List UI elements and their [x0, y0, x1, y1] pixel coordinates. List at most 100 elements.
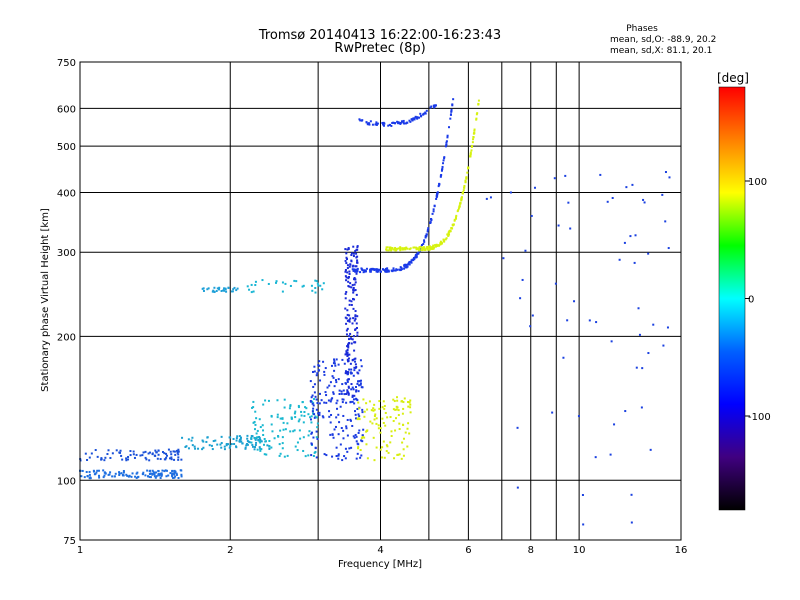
echo-point: [371, 422, 374, 425]
echo-point: [390, 249, 393, 252]
echo-point: [337, 457, 340, 460]
echo-point: [165, 454, 168, 457]
echo-point: [404, 247, 407, 250]
echo-point: [315, 374, 318, 377]
echo-point: [317, 364, 320, 367]
echo-point: [347, 378, 350, 381]
echo-point: [446, 233, 449, 236]
echo-point: [88, 470, 91, 473]
echo-point: [171, 472, 174, 475]
colorbar-tick-label: 0: [748, 295, 754, 306]
echo-point: [353, 402, 356, 405]
echo-point: [348, 303, 351, 306]
echo-point: [216, 443, 219, 446]
echo-point: [435, 195, 438, 198]
echo-point: [385, 268, 388, 271]
echo-point: [351, 268, 354, 271]
echo-point: [337, 454, 340, 457]
echo-point: [346, 327, 349, 330]
echo-point: [344, 275, 347, 278]
echo-point: [439, 243, 442, 246]
echo-point: [358, 369, 361, 372]
echo-point: [148, 470, 151, 473]
echo-point: [393, 248, 396, 251]
echo-point: [346, 264, 349, 267]
echo-point: [344, 353, 347, 356]
echo-point: [180, 475, 183, 478]
echo-point: [179, 469, 182, 472]
echo-point: [152, 470, 155, 473]
echo-point: [355, 272, 358, 275]
echo-point: [641, 367, 644, 370]
echo-point: [355, 322, 358, 325]
echo-point: [405, 265, 408, 268]
echo-point: [368, 123, 371, 126]
echo-point: [279, 429, 282, 432]
echo-point: [358, 380, 361, 383]
echo-point: [316, 372, 319, 375]
echo-point: [281, 417, 284, 420]
echo-point: [141, 473, 144, 476]
echo-point: [341, 459, 344, 462]
echo-point: [344, 457, 347, 460]
echo-point: [372, 409, 375, 412]
echo-point: [223, 289, 226, 292]
y-tick-label: 750: [57, 58, 76, 69]
echo-point: [250, 441, 253, 444]
echo-point: [355, 390, 358, 393]
echo-point: [297, 420, 300, 423]
echo-point: [433, 105, 436, 108]
echo-point: [378, 407, 381, 410]
echo-point: [372, 407, 375, 410]
echo-point: [351, 338, 354, 341]
echo-point: [304, 406, 307, 409]
echo-point: [173, 473, 176, 476]
echo-point: [147, 475, 150, 478]
echo-point: [346, 258, 349, 261]
echo-point: [353, 277, 356, 280]
echo-point: [393, 121, 396, 124]
echo-point: [348, 368, 351, 371]
echo-point: [135, 472, 138, 475]
echo-point: [439, 175, 442, 178]
echo-point: [577, 415, 580, 418]
echo-point: [348, 335, 351, 338]
echo-point: [358, 415, 361, 418]
echo-point: [647, 252, 650, 255]
echo-point: [412, 117, 415, 120]
echo-point: [354, 289, 357, 292]
echo-point: [389, 247, 392, 250]
echo-point: [159, 476, 162, 479]
echo-point: [293, 429, 296, 432]
echo-point: [458, 205, 461, 208]
echo-point: [434, 245, 437, 248]
echo-point: [424, 236, 427, 239]
echo-point: [322, 282, 325, 285]
echo-point: [371, 123, 374, 126]
echo-point: [262, 403, 265, 406]
echo-point: [415, 248, 418, 251]
echo-point: [210, 444, 213, 447]
echo-point: [191, 444, 194, 447]
echo-point: [236, 435, 239, 438]
echo-point: [180, 473, 183, 476]
echo-point: [406, 427, 409, 430]
echo-point: [337, 453, 340, 456]
echo-point: [325, 401, 328, 404]
echo-point: [286, 422, 289, 425]
echo-point: [227, 443, 230, 446]
echo-point: [311, 400, 314, 403]
echo-point: [347, 386, 350, 389]
echo-point: [250, 291, 253, 294]
echo-point: [356, 382, 359, 385]
echo-point: [421, 246, 424, 249]
echo-point: [452, 98, 455, 101]
echo-point: [365, 429, 368, 432]
echo-point: [321, 288, 324, 291]
echo-point: [476, 112, 479, 115]
echo-point: [635, 366, 638, 369]
echo-point: [312, 407, 315, 410]
echo-point: [355, 457, 358, 460]
echo-point: [373, 268, 376, 271]
echo-point: [329, 400, 332, 403]
